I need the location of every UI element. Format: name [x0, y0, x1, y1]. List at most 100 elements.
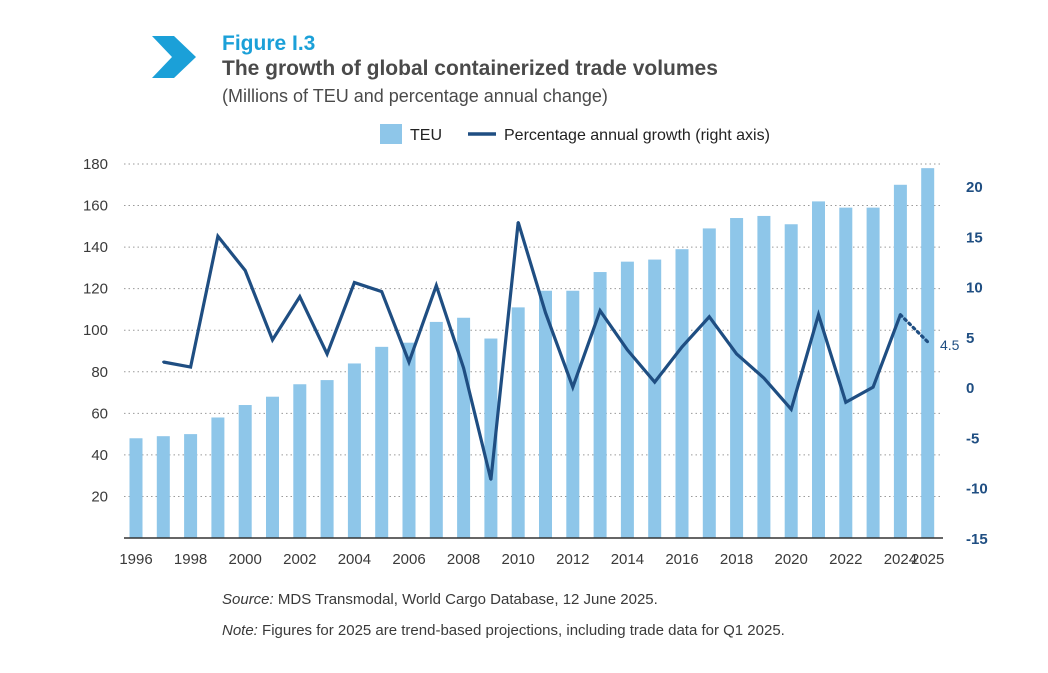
- bar-2004: [347, 363, 361, 538]
- x-axis-tick-label: 1996: [119, 551, 152, 568]
- bar-2013: [593, 272, 607, 538]
- growth-point-2008: [462, 366, 465, 370]
- projection-annotation: 4.5: [940, 337, 960, 353]
- growth-point-2012: [571, 385, 574, 389]
- right-axis-tick-label: -10: [966, 481, 988, 498]
- note-label: Note:: [222, 622, 258, 639]
- bar-2017: [702, 228, 716, 538]
- right-axis-tick-label: 0: [966, 380, 974, 397]
- growth-point-2021: [817, 313, 820, 316]
- right-axis-tick-label: 15: [966, 229, 983, 246]
- x-axis-tick-label: 2018: [720, 551, 753, 568]
- x-axis-tick-label: 2002: [283, 551, 316, 568]
- right-axis-tick-label: -15: [966, 531, 988, 548]
- right-axis-tick-label: 5: [966, 330, 974, 347]
- bar-2025: [921, 168, 935, 538]
- figure-subtitle: (Millions of TEU and percentage annual c…: [222, 86, 608, 106]
- bar-2018: [730, 218, 744, 538]
- growth-point-2004: [353, 281, 356, 284]
- bar-2020: [784, 224, 798, 538]
- growth-point-2015: [653, 380, 656, 384]
- x-axis-tick-label: 2025: [911, 551, 944, 568]
- growth-point-2011: [544, 311, 547, 314]
- x-axis-tick-label: 2014: [611, 551, 644, 568]
- bar-2005: [375, 346, 389, 538]
- bar-2021: [812, 201, 825, 538]
- figure-label: Figure I.3: [222, 32, 316, 55]
- growth-point-1997: [162, 360, 165, 364]
- bar-2015: [648, 259, 662, 538]
- growth-point-2023: [871, 385, 875, 389]
- growth-point-2006: [407, 360, 411, 364]
- legend-bar-label: TEU: [410, 127, 442, 144]
- bar-2024: [893, 184, 907, 538]
- growth-point-2019: [762, 376, 766, 380]
- growth-line: [163, 221, 902, 481]
- source-text: MDS Transmodal, World Cargo Database, 12…: [273, 591, 658, 608]
- figure-title: The growth of global containerized trade…: [222, 57, 718, 80]
- left-axis-tick-label: 80: [91, 364, 108, 381]
- bar-1997: [156, 436, 170, 538]
- x-axis-tick-label: 2010: [502, 551, 535, 568]
- note-text: Figures for 2025 are trend-based project…: [257, 622, 785, 639]
- growth-point-2022: [844, 401, 847, 404]
- bar-2016: [675, 249, 689, 538]
- x-axis-tick-label: 2016: [665, 551, 698, 568]
- legend-bar-swatch: [380, 124, 402, 144]
- growth-point-2020: [790, 408, 793, 411]
- left-axis-tick-label: 100: [83, 322, 108, 339]
- bar-2003: [320, 380, 334, 538]
- growth-point-2000: [244, 269, 247, 272]
- right-axis-tick-label: 10: [966, 280, 983, 297]
- projection-note: Note: Figures for 2025 are trend-based p…: [222, 622, 785, 639]
- x-axis-tick-label: 2000: [229, 551, 262, 568]
- left-axis-tick-label: 40: [91, 447, 108, 464]
- growth-point-2017: [708, 315, 711, 318]
- right-axis-tick-label: 20: [966, 179, 983, 196]
- growth-point-1999: [216, 235, 220, 238]
- growth-point-2005: [380, 290, 383, 293]
- growth-point-2016: [680, 345, 684, 349]
- bar-2006: [402, 342, 416, 538]
- growth-point-2025: [926, 340, 929, 344]
- bar-2001: [266, 396, 279, 538]
- growth-point-2014: [626, 348, 629, 352]
- growth-point-2024: [899, 313, 902, 316]
- left-axis-tick-label: 120: [83, 281, 108, 298]
- growth-point-2001: [271, 338, 274, 342]
- right-axis-tick-label: -5: [966, 430, 979, 447]
- x-axis-tick-label: 2004: [338, 551, 371, 568]
- x-axis-tick-label: 2008: [447, 551, 480, 568]
- growth-point-1998: [189, 365, 192, 369]
- bar-2000: [238, 405, 252, 538]
- chevron-arrow-icon: [152, 36, 196, 78]
- left-axis-tick-label: 160: [83, 198, 108, 215]
- growth-point-2007: [435, 284, 438, 287]
- left-axis-tick-label: 20: [91, 488, 108, 505]
- legend-line-label: Percentage annual growth (right axis): [504, 127, 770, 144]
- source-label: Source:: [222, 591, 274, 608]
- growth-line-projection: [898, 313, 930, 344]
- left-axis-tick-label: 60: [91, 405, 108, 422]
- left-axis-tick-label: 180: [83, 156, 108, 173]
- x-axis-tick-label: 2024: [884, 551, 917, 568]
- growth-point-2010: [517, 221, 520, 224]
- left-axis-tick-label: 140: [83, 239, 108, 256]
- growth-point-2018: [735, 352, 738, 356]
- bar-2014: [620, 261, 634, 538]
- bar-2002: [293, 384, 307, 538]
- bar-2022: [839, 207, 853, 538]
- bar-1998: [184, 434, 198, 538]
- source-note: Source: MDS Transmodal, World Cargo Data…: [222, 591, 658, 608]
- x-axis-tick-label: 2012: [556, 551, 589, 568]
- growth-point-2009: [489, 478, 493, 481]
- bar-1996: [129, 438, 143, 538]
- growth-point-2003: [325, 352, 329, 356]
- x-axis-tick-label: 2020: [775, 551, 808, 568]
- growth-point-2002: [298, 295, 301, 298]
- growth-point-2013: [598, 309, 602, 312]
- bar-2010: [511, 307, 525, 538]
- bar-2008: [457, 317, 471, 538]
- x-axis-tick-label: 2006: [392, 551, 425, 568]
